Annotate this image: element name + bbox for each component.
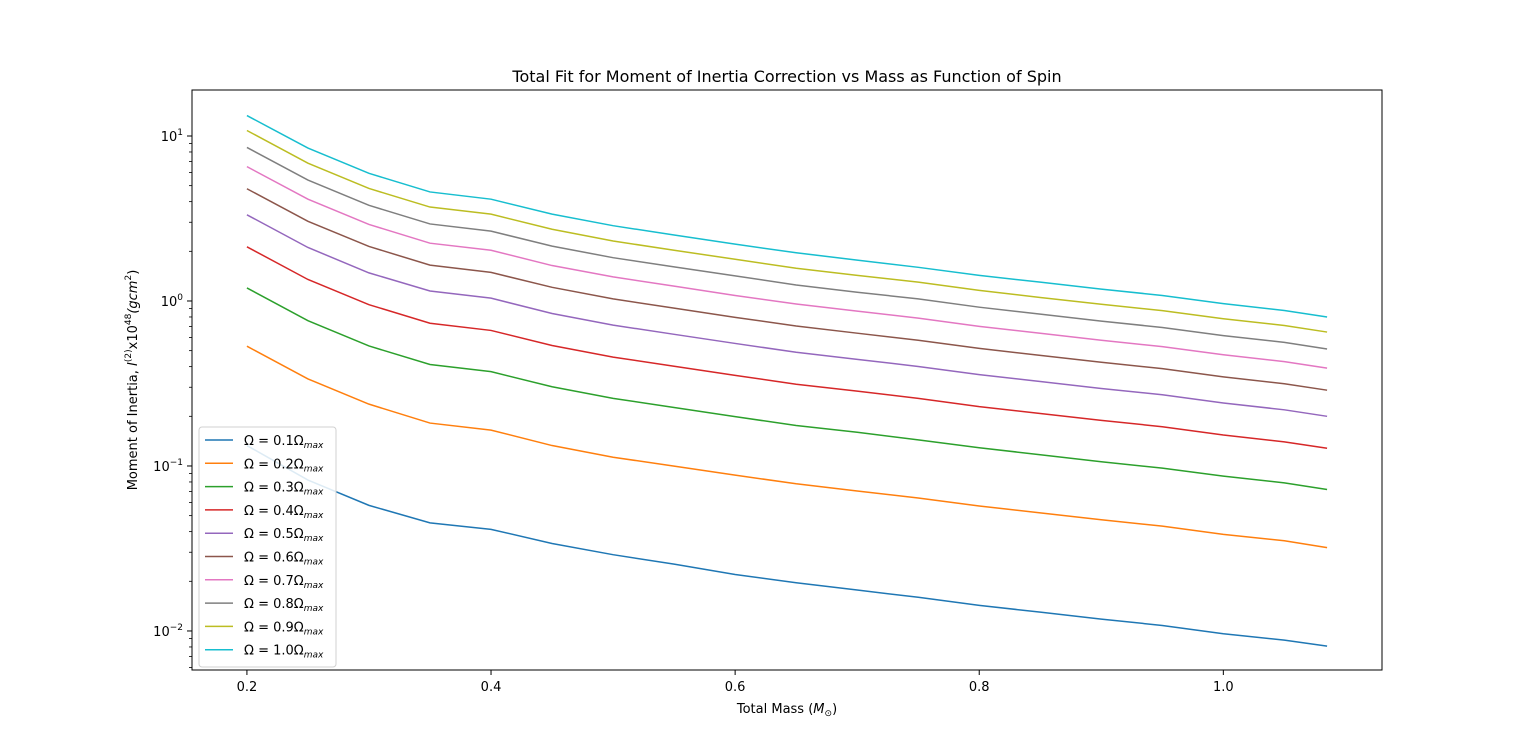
series-line-10 [246,114,1328,318]
plot-area [246,114,1328,647]
legend-label-1: Ω = 0.1Ωmax [244,434,324,451]
plot-frame [191,89,1383,671]
y-tick-label: 101 [161,128,183,145]
legend-label-5: Ω = 0.5Ωmax [244,527,324,544]
y-axis-label-prefix: Moment of Inertia, [126,366,141,490]
x-axis: 0.2 0.4 0.6 0.8 1.0 [237,670,1234,695]
legend: Ω = 0.1Ωmax Ω = 0.2Ωmax Ω = 0.3Ωmax Ω = 0.4… [198,426,337,668]
series-line-6 [246,188,1328,391]
y-axis: 10−2 10−1 100 101 [153,128,192,668]
legend-label-4: Ω = 0.4Ωmax [244,504,324,521]
y-tick-label: 10−1 [153,458,183,475]
series-line-1 [246,444,1328,647]
legend-box [198,426,337,668]
y-axis-label-unit: (gcm [126,281,141,314]
x-tick-label: 0.2 [237,680,258,695]
series-line-7 [246,165,1328,369]
series-line-3 [246,287,1328,491]
y-axis-label-unit-exp: 2 [124,275,134,281]
y-tick-label: 100 [161,293,184,310]
x-axis-label: Total Mass (M⊙) [736,702,837,719]
y-axis-label-symbol: I [126,362,141,366]
x-axis-label-symbol: M [813,702,824,717]
chart-title: Total Fit for Moment of Inertia Correcti… [511,67,1061,86]
series-line-5 [246,214,1328,418]
series-line-4 [246,246,1328,450]
legend-label-10: Ω = 1.0Ωmax [244,644,324,661]
legend-label-3: Ω = 0.3Ωmax [244,481,324,498]
y-axis-label-superscript: (2) [124,349,134,362]
y-axis-label: Moment of Inertia, I(2)x1048(gcm2) [124,270,141,491]
y-tick-label: 10−2 [153,623,183,640]
legend-label-6: Ω = 0.6Ωmax [244,551,324,568]
x-tick-label: 0.8 [969,680,990,695]
legend-label-7: Ω = 0.7Ωmax [244,574,324,591]
y-axis-label-exponent: 48 [124,313,134,325]
series-line-8 [246,146,1328,350]
series-line-2 [246,345,1328,549]
legend-label-8: Ω = 0.8Ωmax [244,597,324,614]
x-tick-label: 0.4 [481,680,502,695]
x-tick-label: 0.6 [725,680,746,695]
x-axis-label-prefix: Total Mass ( [736,702,813,717]
x-axis-label-suffix: ) [832,702,837,717]
legend-label-9: Ω = 0.9Ωmax [244,620,324,637]
series-line-9 [246,129,1328,333]
x-tick-label: 1.0 [1213,680,1234,695]
legend-label-2: Ω = 0.2Ωmax [244,457,324,474]
x-axis-label-subscript: ⊙ [825,709,833,719]
y-axis-label-unit-close: ) [126,270,141,275]
y-axis-label-middle: x10 [126,325,141,349]
